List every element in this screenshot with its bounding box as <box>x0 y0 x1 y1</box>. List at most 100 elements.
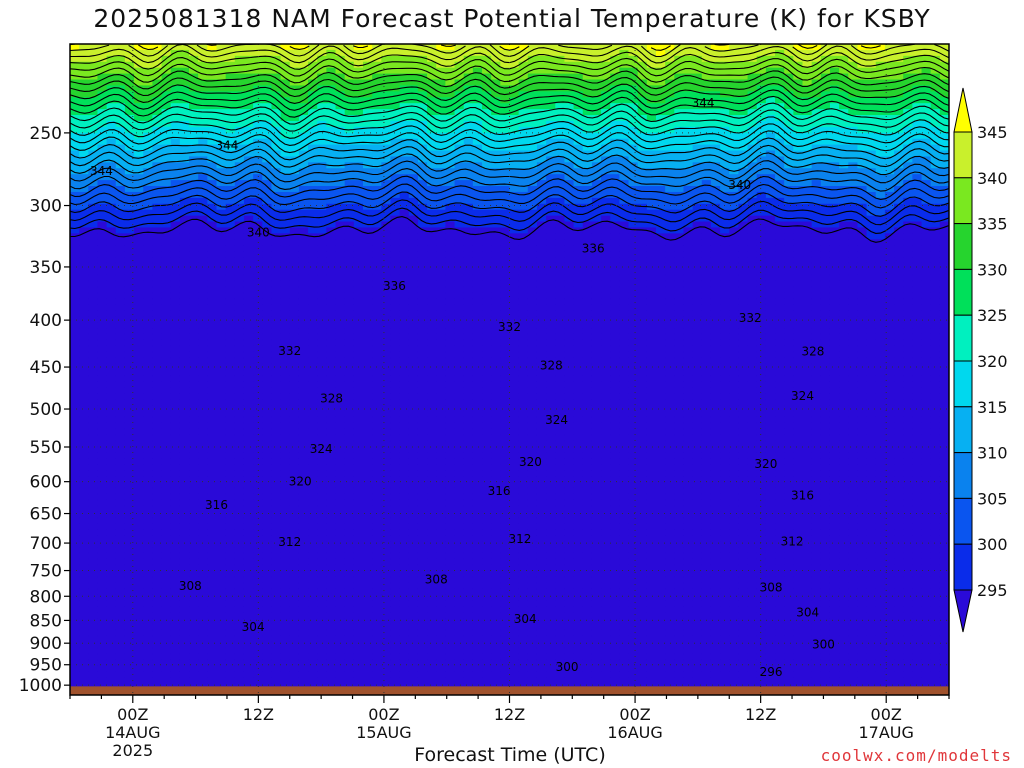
theta-cell <box>70 594 80 601</box>
theta-cell <box>161 653 172 661</box>
theta-cell <box>472 410 483 418</box>
theta-cell <box>463 227 474 234</box>
theta-cell <box>207 126 218 134</box>
theta-cell <box>353 67 364 75</box>
theta-cell <box>97 623 108 631</box>
theta-cell <box>79 505 89 513</box>
theta-cell <box>243 600 254 607</box>
theta-cell <box>344 558 355 566</box>
theta-cell <box>363 268 373 276</box>
theta-cell <box>106 203 117 211</box>
theta-cell <box>79 156 89 163</box>
theta-cell <box>298 452 309 459</box>
theta-cell <box>381 399 392 406</box>
theta-cell <box>317 369 327 377</box>
theta-cell <box>381 541 392 548</box>
theta-cell <box>262 233 273 240</box>
theta-cell <box>417 115 428 122</box>
theta-cell <box>179 487 190 495</box>
theta-cell <box>363 659 373 667</box>
theta-cell <box>427 55 437 63</box>
theta-cell <box>124 505 135 513</box>
theta-cell <box>363 73 373 81</box>
theta-cell <box>353 422 364 430</box>
theta-cell <box>390 381 401 388</box>
theta-cell <box>381 333 392 341</box>
theta-cell <box>161 476 172 483</box>
theta-cell <box>436 162 447 169</box>
theta-cell <box>427 659 437 667</box>
theta-cell <box>353 434 364 442</box>
theta-cell <box>161 262 172 270</box>
theta-cell <box>170 328 181 335</box>
theta-cell <box>408 635 419 643</box>
theta-cell <box>390 233 401 240</box>
theta-cell <box>152 416 163 424</box>
theta-cell <box>363 612 373 619</box>
theta-cell <box>326 251 337 258</box>
theta-cell <box>408 476 419 483</box>
theta-cell <box>408 138 419 146</box>
theta-cell <box>198 345 208 353</box>
theta-cell <box>216 653 227 661</box>
theta-cell <box>317 257 327 264</box>
theta-cell <box>170 535 181 542</box>
theta-cell <box>326 298 337 305</box>
theta-cell <box>344 375 355 382</box>
theta-cell <box>390 612 401 619</box>
theta-cell <box>124 529 135 536</box>
theta-cell <box>353 387 364 394</box>
theta-cell <box>298 387 309 394</box>
theta-cell <box>472 328 483 335</box>
theta-cell <box>88 629 99 637</box>
theta-cell <box>179 245 190 252</box>
theta-cell <box>280 635 291 643</box>
theta-cell <box>161 316 172 323</box>
theta-cell <box>317 73 327 81</box>
theta-cell <box>381 268 392 276</box>
theta-cell <box>143 245 154 252</box>
theta-cell <box>234 150 245 158</box>
theta-cell <box>463 416 474 424</box>
theta-cell <box>308 369 318 377</box>
theta-cell <box>134 493 144 501</box>
theta-cell <box>472 470 483 477</box>
theta-cell <box>234 612 245 619</box>
theta-cell <box>88 375 99 382</box>
theta-cell <box>482 257 492 264</box>
theta-cell <box>207 458 218 465</box>
theta-cell <box>207 535 218 542</box>
theta-cell <box>399 535 410 542</box>
theta-cell <box>390 322 401 329</box>
theta-cell <box>454 79 465 87</box>
theta-cell <box>472 422 483 430</box>
theta-cell <box>436 292 447 300</box>
theta-cell <box>280 535 291 542</box>
theta-cell <box>124 375 135 382</box>
theta-cell <box>124 85 135 92</box>
theta-cell <box>70 73 80 81</box>
theta-cell <box>207 381 218 388</box>
theta-cell <box>115 221 126 229</box>
theta-cell <box>417 653 428 661</box>
theta-cell <box>234 552 245 560</box>
theta-cell <box>262 286 273 294</box>
theta-cell <box>372 333 382 341</box>
theta-cell <box>427 109 437 116</box>
theta-cell <box>198 647 208 655</box>
theta-cell <box>161 91 172 98</box>
theta-cell <box>381 357 392 365</box>
theta-cell <box>70 511 80 519</box>
theta-cell <box>317 529 327 536</box>
theta-cell <box>189 381 199 388</box>
theta-cell <box>326 511 337 519</box>
theta-cell <box>372 523 382 530</box>
theta-cell <box>289 410 300 418</box>
theta-cell <box>417 505 428 513</box>
theta-cell <box>134 239 144 246</box>
theta-cell <box>170 162 181 169</box>
theta-cell <box>427 156 437 163</box>
theta-cell <box>353 582 364 590</box>
theta-cell <box>326 552 337 560</box>
theta-cell <box>427 422 437 430</box>
